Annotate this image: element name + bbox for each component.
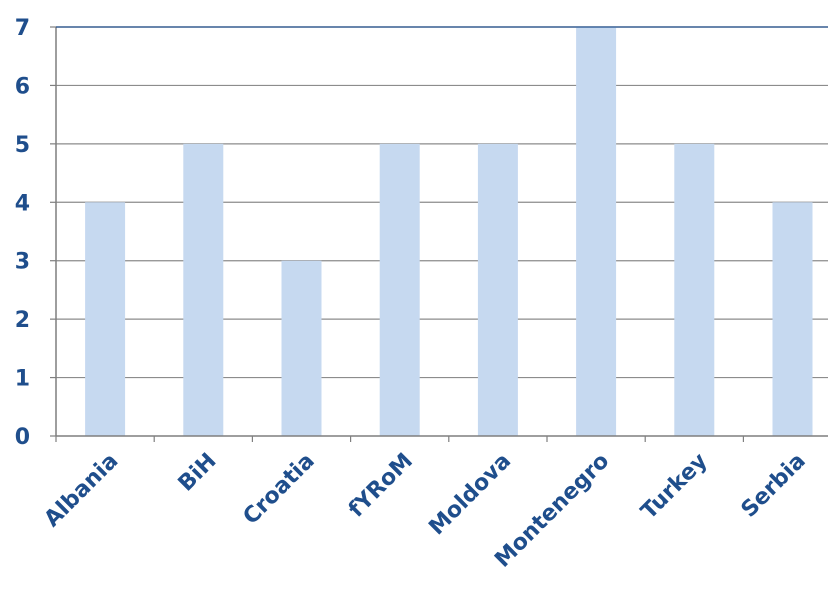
- bar-fyrom: [379, 143, 420, 436]
- bar-turkey: [674, 143, 715, 436]
- x-tick-label: Moldova: [424, 449, 516, 541]
- x-tick-label: BiH: [174, 449, 222, 497]
- x-tick-label: Albania: [40, 449, 124, 533]
- y-tick-label: 6: [15, 74, 30, 99]
- y-tick-label: 7: [15, 16, 30, 41]
- bar-moldova: [477, 143, 518, 436]
- y-tick-label: 1: [15, 367, 30, 392]
- x-tick-label: Turkey: [637, 449, 713, 525]
- bar-bih: [183, 143, 224, 436]
- x-tick-label: Serbia: [737, 449, 811, 523]
- x-tick-label: Croatia: [239, 449, 320, 530]
- y-tick-label: 4: [15, 191, 30, 216]
- y-tick-labels: 0 1 2 3 4 5 6 7: [15, 16, 30, 450]
- x-tick-label: fYRoM: [344, 449, 418, 523]
- axes: [50, 26, 828, 442]
- bars: [85, 27, 813, 436]
- bar-serbia: [772, 202, 813, 436]
- y-tick-label: 2: [15, 308, 30, 333]
- bar-croatia: [281, 260, 322, 436]
- y-tick-label: 0: [15, 425, 30, 450]
- y-tick-label: 3: [15, 250, 30, 275]
- y-tick-label: 5: [15, 133, 30, 158]
- bar-albania: [85, 202, 126, 436]
- bar-montenegro: [576, 27, 617, 436]
